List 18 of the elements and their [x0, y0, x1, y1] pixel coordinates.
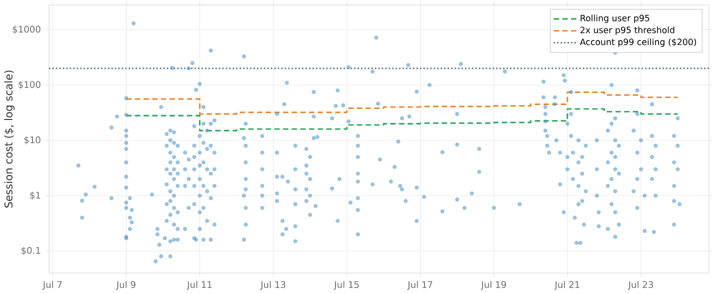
x-tick-label: Jul 15 [334, 281, 359, 290]
x-tick-label: Jul 17 [407, 281, 432, 290]
x-tick-label: Jul 21 [554, 281, 580, 290]
legend-label: Account p99 ceiling ($200) [580, 38, 696, 47]
x-tick-label: Jul 7 [42, 281, 62, 290]
y-tick-label: $1000 [12, 26, 40, 34]
x-tick-label: Jul 19 [480, 281, 506, 290]
y-tick-label: $100 [18, 80, 40, 90]
x-tick-label: Jul 23 [628, 281, 653, 290]
x-tick-label: Jul 9 [116, 281, 136, 290]
y-axis-title: Session cost ($, log scale) [4, 70, 15, 208]
y-tick-label: $0.1 [22, 246, 40, 256]
legend-label: Rolling user p95 [580, 14, 650, 23]
legend-label: 2x user p95 threshold [580, 26, 674, 35]
y-tick-label: $1 [30, 192, 40, 200]
y-tick-label: $10 [24, 136, 40, 144]
x-tick-label: Jul 13 [260, 281, 286, 290]
x-tick-label: Jul 11 [186, 281, 212, 290]
